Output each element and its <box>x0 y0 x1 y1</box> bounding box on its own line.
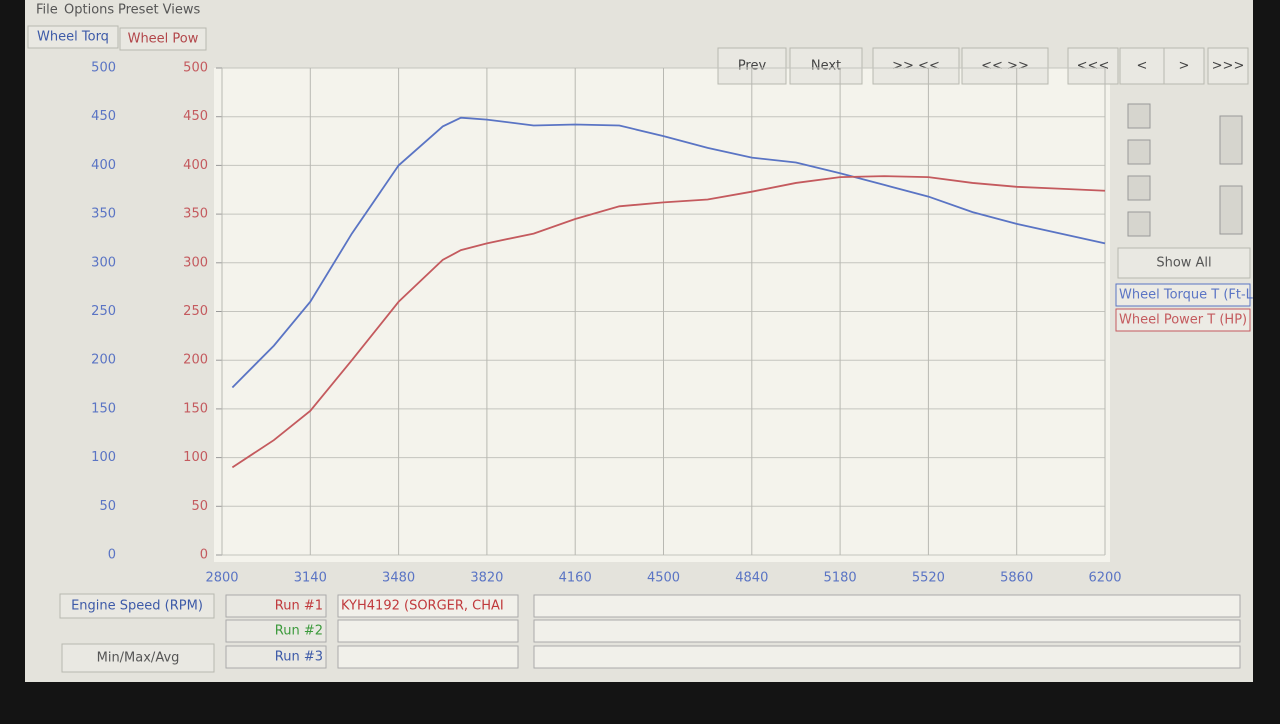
nav-button[interactable] <box>1067 47 1119 85</box>
tab[interactable] <box>119 27 207 51</box>
y-tick-label: 400 <box>91 158 116 173</box>
nav-button[interactable] <box>1163 47 1205 85</box>
tab[interactable] <box>27 25 119 49</box>
x-tick-label: 4160 <box>559 571 592 586</box>
run-data-field <box>533 645 1241 669</box>
scroll-button[interactable] <box>1127 211 1151 237</box>
y-tick-label: 250 <box>91 304 116 319</box>
x-tick-label: 5520 <box>912 571 945 586</box>
scroll-button[interactable] <box>1127 139 1151 165</box>
y2-tick-label: 50 <box>191 499 208 514</box>
channel-field-label: Engine Speed (RPM) <box>71 599 203 614</box>
menu-item[interactable]: Options <box>64 3 114 18</box>
x-tick-label: 5860 <box>1000 571 1033 586</box>
nav-button-label: << >> <box>981 59 1029 74</box>
menu-item[interactable]: File <box>36 3 58 18</box>
run-label: Run #1 <box>275 599 323 614</box>
y2-tick-label: 100 <box>183 450 208 465</box>
legend-box <box>1115 283 1251 307</box>
run-name-field <box>337 619 519 643</box>
y-tick-label: 350 <box>91 207 116 222</box>
tab-label: Wheel Torq <box>37 30 109 45</box>
y2-tick-label: 250 <box>183 304 208 319</box>
x-tick-label: 5180 <box>824 571 857 586</box>
run-label: Run #2 <box>275 624 323 639</box>
show-all-button-label: Show All <box>1156 256 1211 271</box>
legend-entry: Wheel Torque T (Ft-L <box>1119 288 1254 303</box>
nav-button[interactable] <box>961 47 1049 85</box>
x-tick-label: 4840 <box>735 571 768 586</box>
y-tick-label: 50 <box>99 499 116 514</box>
y-tick-label: 0 <box>108 548 116 563</box>
nav-button-label: <<< <box>1077 59 1110 74</box>
x-tick-label: 4500 <box>647 571 680 586</box>
nav-button[interactable] <box>789 47 863 85</box>
y2-tick-label: 150 <box>183 401 208 416</box>
scroll-button[interactable] <box>1219 115 1243 165</box>
run-data-field <box>533 594 1241 618</box>
nav-button-label: > <box>1179 59 1190 74</box>
scroll-button[interactable] <box>1127 175 1151 201</box>
min-max-avg-button-label: Min/Max/Avg <box>97 651 180 666</box>
y-tick-label: 150 <box>91 401 116 416</box>
show-all-button[interactable] <box>1117 247 1251 279</box>
menu-item[interactable]: Preset Views <box>118 3 201 18</box>
plot-area <box>214 68 1110 562</box>
y-tick-label: 100 <box>91 450 116 465</box>
y-tick-label: 500 <box>91 61 116 76</box>
y2-tick-label: 300 <box>183 255 208 270</box>
run-label-box <box>225 645 327 669</box>
run-data-field <box>533 619 1241 643</box>
y2-tick-label: 450 <box>183 109 208 124</box>
nav-button[interactable] <box>1207 47 1249 85</box>
x-tick-label: 2800 <box>205 571 238 586</box>
y2-tick-label: 0 <box>200 548 208 563</box>
run-name-field <box>337 594 519 618</box>
x-tick-label: 3820 <box>470 571 503 586</box>
y2-tick-label: 200 <box>183 353 208 368</box>
run-name: KYH4192 (SORGER, CHAI <box>341 599 504 614</box>
nav-button-label: < <box>1137 59 1148 74</box>
legend-entry: Wheel Power T (HP) <box>1119 313 1247 328</box>
nav-button-label: >>> <box>1212 59 1245 74</box>
y-tick-label: 450 <box>91 109 116 124</box>
nav-button-label: Prev <box>738 59 767 74</box>
data-line <box>231 116 1106 389</box>
run-label: Run #3 <box>275 650 323 665</box>
y-tick-label: 300 <box>91 255 116 270</box>
min-max-avg-button[interactable] <box>61 643 215 673</box>
tab-label: Wheel Pow <box>128 32 199 47</box>
scroll-button[interactable] <box>1219 185 1243 235</box>
run-name-field <box>337 645 519 669</box>
data-line <box>231 175 1106 469</box>
scroll-button[interactable] <box>1127 103 1151 129</box>
nav-button-label: >> << <box>892 59 940 74</box>
x-tick-label: 3140 <box>294 571 327 586</box>
legend-box <box>1115 308 1251 332</box>
y2-tick-label: 400 <box>183 158 208 173</box>
x-tick-label: 6200 <box>1088 571 1121 586</box>
run-label-box <box>225 619 327 643</box>
y2-tick-label: 350 <box>183 207 208 222</box>
nav-button-label: Next <box>811 59 841 74</box>
y-tick-label: 200 <box>91 353 116 368</box>
channel-field[interactable] <box>59 593 215 619</box>
y2-tick-label: 500 <box>183 61 208 76</box>
nav-button[interactable] <box>872 47 960 85</box>
x-tick-label: 3480 <box>382 571 415 586</box>
run-label-box <box>225 594 327 618</box>
